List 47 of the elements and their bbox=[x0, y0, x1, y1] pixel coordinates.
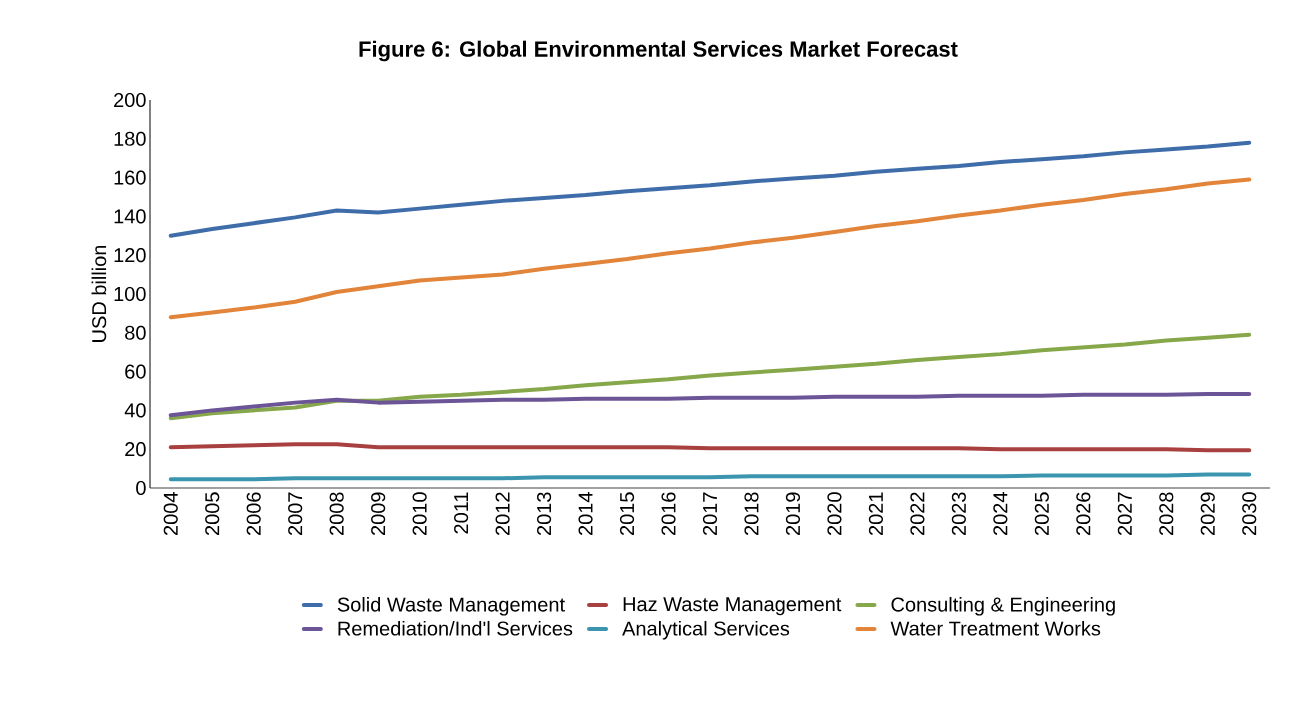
legend-label: Remediation/Ind'l Services bbox=[338, 620, 573, 636]
x-tick-label: 2005 bbox=[205, 492, 220, 536]
legend-label: Analytical Services bbox=[622, 620, 790, 640]
y-axis-title: USD billion bbox=[91, 245, 107, 342]
legend-label: Solid Waste Management bbox=[337, 596, 565, 616]
x-tick-label: 2014 bbox=[578, 492, 593, 536]
y-tick-label: 100 bbox=[114, 286, 146, 302]
y-tick-label: 80 bbox=[125, 325, 146, 340]
x-tick-label: 2030 bbox=[1242, 492, 1257, 536]
x-tick-label: 2020 bbox=[827, 492, 842, 536]
x-tick-label: 2009 bbox=[371, 492, 386, 536]
y-tick-label: 200 bbox=[114, 92, 146, 108]
x-tick-label: 2004 bbox=[163, 492, 178, 536]
x-tick-label: 2025 bbox=[1034, 492, 1049, 536]
x-tick-label: 2007 bbox=[288, 492, 303, 536]
x-tick-label: 2016 bbox=[661, 492, 676, 536]
x-tick-label: 2008 bbox=[329, 492, 344, 536]
y-tick-label: 40 bbox=[124, 403, 146, 418]
y-tick-label: 160 bbox=[114, 170, 146, 185]
x-tick-label: 2015 bbox=[619, 492, 635, 536]
y-tick-label: 120 bbox=[114, 248, 146, 263]
legend-label: Water Treatment Works bbox=[890, 620, 1101, 636]
x-tick-label: 2024 bbox=[993, 492, 1008, 536]
x-tick-label: 2006 bbox=[246, 492, 261, 536]
y-tick-label: 0 bbox=[136, 480, 146, 496]
x-tick-label: 2023 bbox=[951, 492, 966, 536]
x-tick-label: 2028 bbox=[1159, 492, 1174, 536]
legend-label: Haz Waste Management bbox=[623, 597, 842, 616]
x-tick-label: 2011 bbox=[454, 492, 469, 534]
x-tick-label: 2010 bbox=[412, 492, 427, 536]
y-tick-label: 180 bbox=[114, 131, 146, 146]
x-tick-label: 2027 bbox=[1117, 492, 1132, 536]
x-tick-label: 2012 bbox=[495, 492, 510, 536]
y-tick-label: 20 bbox=[125, 442, 146, 457]
x-tick-label: 2013 bbox=[537, 492, 552, 536]
line-series bbox=[168, 177, 1252, 320]
legend-label: Consulting & Engineering bbox=[891, 596, 1115, 616]
y-tick-label: 60 bbox=[125, 364, 146, 379]
chart-title: Figure 6: Global Environmental Services Market Forecast bbox=[359, 40, 958, 62]
x-tick-label: 2026 bbox=[1076, 492, 1091, 536]
x-tick-label: 2017 bbox=[702, 492, 718, 536]
x-tick-label: 2019 bbox=[785, 492, 801, 536]
y-tick-label: 140 bbox=[114, 209, 146, 224]
x-tick-label: 2029 bbox=[1200, 492, 1215, 536]
x-tick-label: 2018 bbox=[744, 492, 759, 536]
x-tick-label: 2021 bbox=[868, 492, 883, 536]
x-tick-label: 2022 bbox=[910, 492, 925, 536]
